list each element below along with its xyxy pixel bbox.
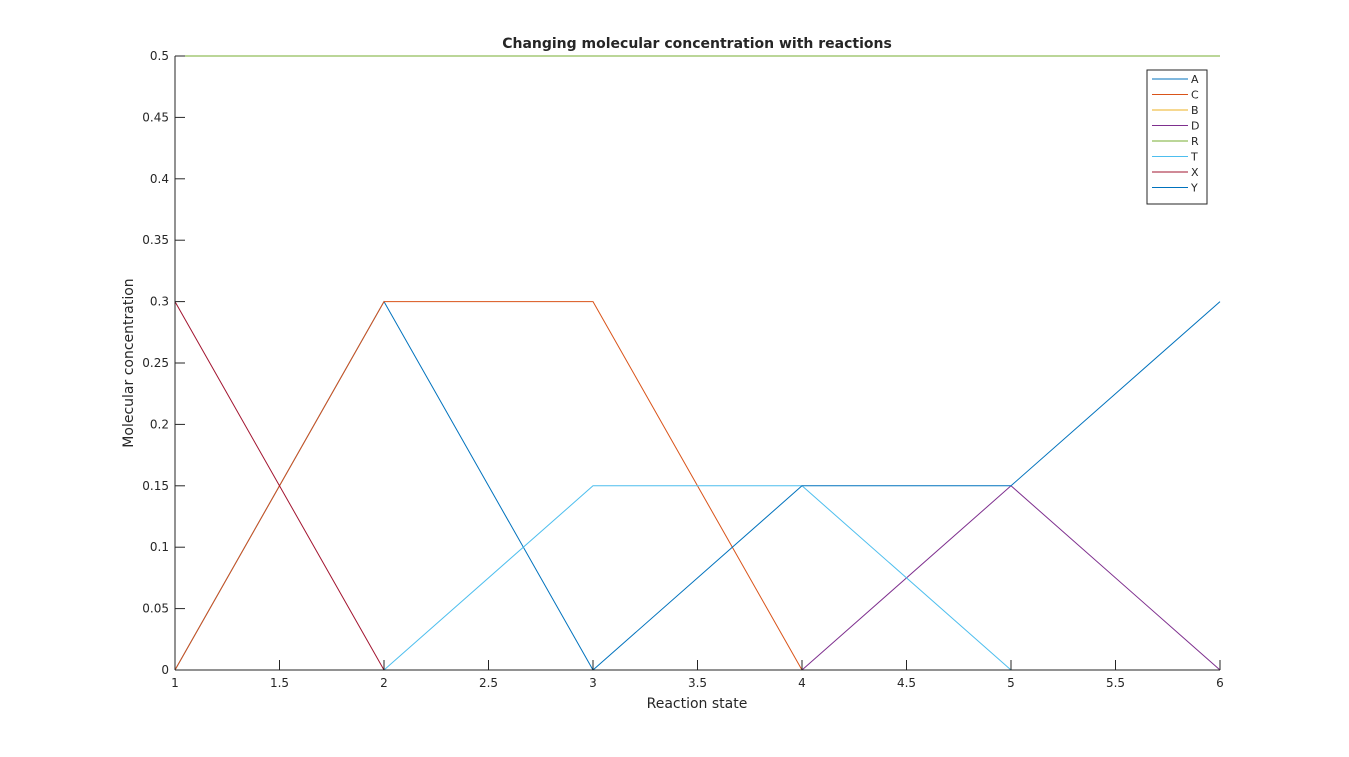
y-tick-label: 0: [161, 663, 169, 677]
y-tick-label: 0.25: [142, 356, 169, 370]
x-tick-label: 3: [589, 676, 597, 690]
x-tick-label: 1: [171, 676, 179, 690]
legend-label-B: B: [1191, 104, 1199, 117]
y-tick-label: 0.2: [150, 417, 169, 431]
legend-label-X: X: [1191, 166, 1199, 179]
x-tick-label: 2.5: [479, 676, 498, 690]
y-tick-label: 0.35: [142, 233, 169, 247]
y-tick-label: 0.05: [142, 602, 169, 616]
legend-label-R: R: [1191, 135, 1199, 148]
y-tick-label: 0.45: [142, 110, 169, 124]
y-tick-label: 0.3: [150, 295, 169, 309]
legend-label-T: T: [1190, 151, 1198, 164]
x-tick-label: 4.5: [897, 676, 916, 690]
chart-title: Changing molecular concentration with re…: [502, 36, 892, 52]
y-tick-label: 0.5: [150, 49, 169, 63]
y-tick-label: 0.4: [150, 172, 169, 186]
y-axis-label: Molecular concentration: [121, 278, 137, 447]
x-tick-label: 3.5: [688, 676, 707, 690]
y-tick-label: 0.15: [142, 479, 169, 493]
y-tick-label: 0.1: [150, 540, 169, 554]
x-tick-label: 5: [1007, 676, 1015, 690]
legend-label-C: C: [1191, 89, 1199, 102]
legend-box: [1146, 69, 1208, 205]
x-axis-label: Reaction state: [647, 696, 748, 712]
axes-layer: 1 1.5 2 2.5 3 3.5 4 4.5 5 5.5 6 0 0.05 0.1 0.15 0.2 0.25…: [142, 49, 1224, 690]
x-tick-label: 6: [1216, 676, 1224, 690]
x-tick-label: 2: [380, 676, 388, 690]
legend-label-A: A: [1191, 73, 1199, 86]
x-tick-label: 1.5: [270, 676, 289, 690]
legend-label-Y: Y: [1190, 182, 1198, 195]
x-tick-label: 5.5: [1106, 676, 1125, 690]
legend-label-D: D: [1191, 120, 1199, 133]
x-tick-label: 4: [798, 676, 806, 690]
